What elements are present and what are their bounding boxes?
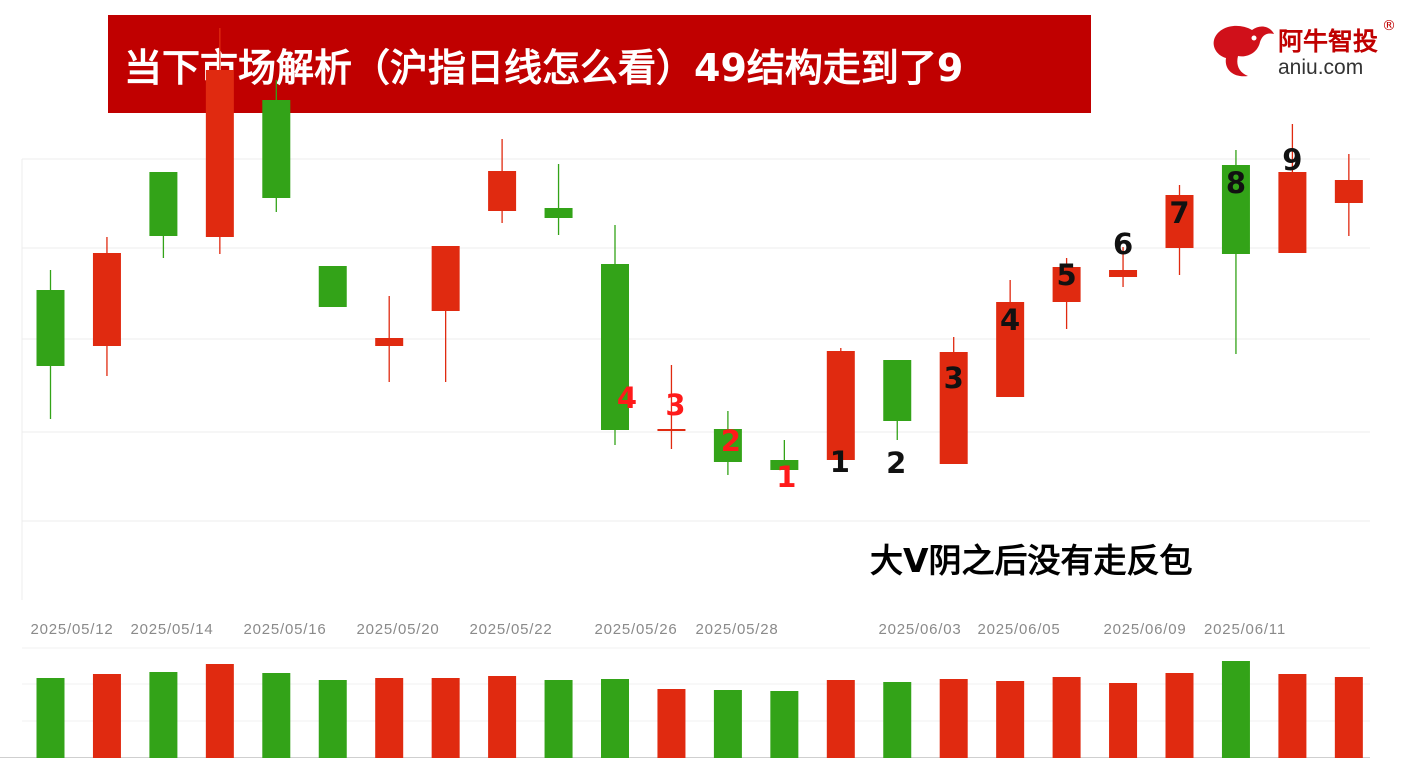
x-tick-label: 2025/05/28 xyxy=(695,621,778,638)
candle-body xyxy=(657,429,686,431)
candle-body xyxy=(149,172,178,236)
candle-body xyxy=(996,302,1025,397)
candle-body xyxy=(431,246,460,311)
x-tick-label: 2025/05/26 xyxy=(594,621,677,638)
x-tick-label: 2025/06/05 xyxy=(977,621,1060,638)
volume-bar xyxy=(488,676,517,758)
volume-bar xyxy=(1278,674,1307,758)
count-label: 8 xyxy=(1226,166,1246,200)
volume-bar xyxy=(1109,683,1138,758)
x-tick-label: 2025/05/14 xyxy=(130,621,213,638)
candle-body xyxy=(36,290,65,366)
candle-body xyxy=(1221,165,1250,254)
volume-bar xyxy=(657,689,686,758)
count-label: 2 xyxy=(721,424,741,458)
count-label: 9 xyxy=(1282,143,1302,177)
candle-body xyxy=(544,208,573,218)
candle-body xyxy=(1109,270,1138,277)
count-label: 2 xyxy=(886,446,906,480)
x-tick-label: 2025/06/11 xyxy=(1204,621,1286,638)
count-label: 4 xyxy=(1000,303,1020,337)
candle-body xyxy=(318,266,347,307)
volume-bar xyxy=(92,674,121,758)
x-tick-label: 2025/05/16 xyxy=(243,621,326,638)
volume-bar xyxy=(1052,677,1081,758)
volume-bar xyxy=(149,672,178,758)
candle-body xyxy=(883,360,912,421)
count-label: 3 xyxy=(944,361,964,395)
count-label: 1 xyxy=(830,445,850,479)
volume-bar xyxy=(939,679,968,758)
candle-body xyxy=(92,253,121,346)
candle-body xyxy=(1165,195,1194,248)
volume-bar xyxy=(205,664,234,758)
volume-bar xyxy=(770,691,799,758)
x-axis-labels: 2025/05/12 2025/05/14 2025/05/16 2025/05/20… xyxy=(30,621,1286,638)
volume-bar xyxy=(883,682,912,758)
count-label: 1 xyxy=(776,460,796,494)
x-tick-label: 2025/05/22 xyxy=(469,621,552,638)
candle-body xyxy=(488,171,517,211)
volume-bar xyxy=(996,681,1025,758)
x-tick-label: 2025/05/20 xyxy=(356,621,439,638)
chart-note: 大V阴之后没有走反包 xyxy=(870,541,1193,580)
candle-body xyxy=(601,264,629,430)
candle-body xyxy=(1278,172,1307,253)
candle-body xyxy=(826,351,855,460)
bull-logo-icon xyxy=(1213,25,1274,77)
volume-bar xyxy=(318,680,347,758)
volume-bars xyxy=(36,661,1363,758)
count-label: 6 xyxy=(1113,227,1133,261)
candle-body xyxy=(770,460,799,470)
count-label: 7 xyxy=(1169,196,1189,230)
candle-body xyxy=(375,338,404,346)
x-tick-label: 2025/06/03 xyxy=(878,621,961,638)
price-grid xyxy=(21,158,1370,600)
volume-bar xyxy=(544,680,573,758)
candle-body xyxy=(713,429,742,462)
logo-brand-name: 阿牛智投 xyxy=(1278,27,1379,56)
logo-domain: aniu.com xyxy=(1278,56,1364,79)
count-label: 5 xyxy=(1057,258,1077,292)
price-candles xyxy=(36,28,1363,475)
volume-bar xyxy=(1165,673,1194,758)
x-tick-label: 2025/06/09 xyxy=(1103,621,1186,638)
volume-bar xyxy=(826,680,855,758)
volume-bar xyxy=(601,679,629,758)
volume-bar xyxy=(1334,677,1363,758)
count-label: 4 xyxy=(617,381,637,415)
volume-bar xyxy=(713,690,742,758)
volume-bar xyxy=(431,678,460,758)
candle-body xyxy=(1334,180,1363,203)
volume-bar xyxy=(262,673,291,758)
candle-body xyxy=(939,352,968,464)
count-label: 3 xyxy=(665,388,685,422)
candle-body xyxy=(262,100,291,198)
volume-bar xyxy=(375,678,404,758)
page-title: 当下市场解析（沪指日线怎么看）49结构走到了9 xyxy=(124,45,964,90)
brand-logo: 阿牛智投 ® aniu.com xyxy=(1208,18,1408,88)
volume-bar xyxy=(1221,661,1250,758)
volume-bar xyxy=(36,678,65,758)
candle-body xyxy=(205,70,234,237)
registered-mark: ® xyxy=(1382,18,1396,34)
x-tick-label: 2025/05/12 xyxy=(30,621,113,638)
candle-body xyxy=(1052,267,1081,302)
title-banner: 当下市场解析（沪指日线怎么看）49结构走到了9 xyxy=(108,15,1091,113)
